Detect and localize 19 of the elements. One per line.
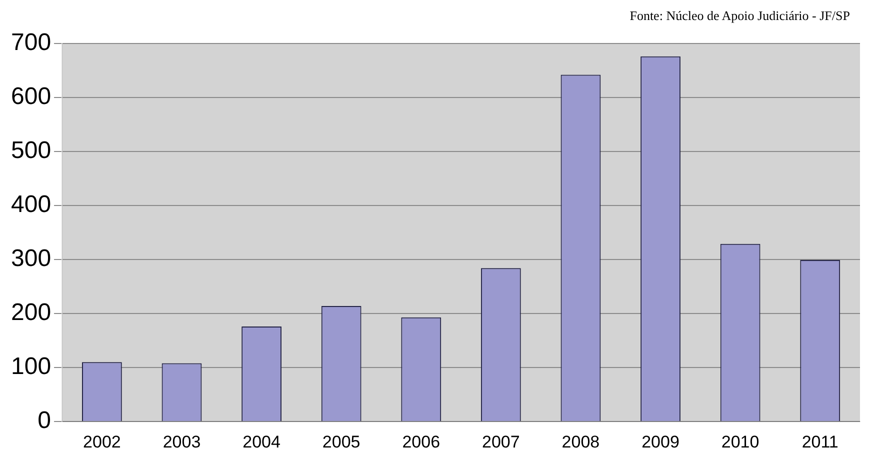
y-tick-label: 600: [10, 83, 52, 110]
x-tick-label: 2003: [162, 432, 201, 452]
y-tick-label: 700: [10, 29, 52, 56]
y-tick-label: 500: [10, 137, 52, 164]
x-tick-label: 2009: [642, 432, 680, 452]
x-tick-label: 2011: [802, 432, 838, 452]
source-note: Fonte: Núcleo de Apoio Judiciário - JF/SP: [628, 8, 851, 25]
x-tick-label: 2005: [322, 432, 360, 452]
y-tick-label: 200: [10, 299, 52, 326]
x-tick-label: 2010: [721, 432, 760, 452]
y-tick-label: 300: [10, 245, 52, 272]
y-tick-label: 400: [10, 191, 52, 218]
x-tick-label: 2007: [482, 432, 520, 452]
x-tick-label: 2006: [402, 432, 440, 452]
y-tick-label: 0: [38, 407, 52, 434]
x-tick-label: 2004: [242, 432, 280, 452]
x-tick-label: 2008: [562, 432, 600, 452]
x-tick-label: 2002: [83, 432, 121, 452]
y-tick-label: 100: [10, 353, 52, 380]
